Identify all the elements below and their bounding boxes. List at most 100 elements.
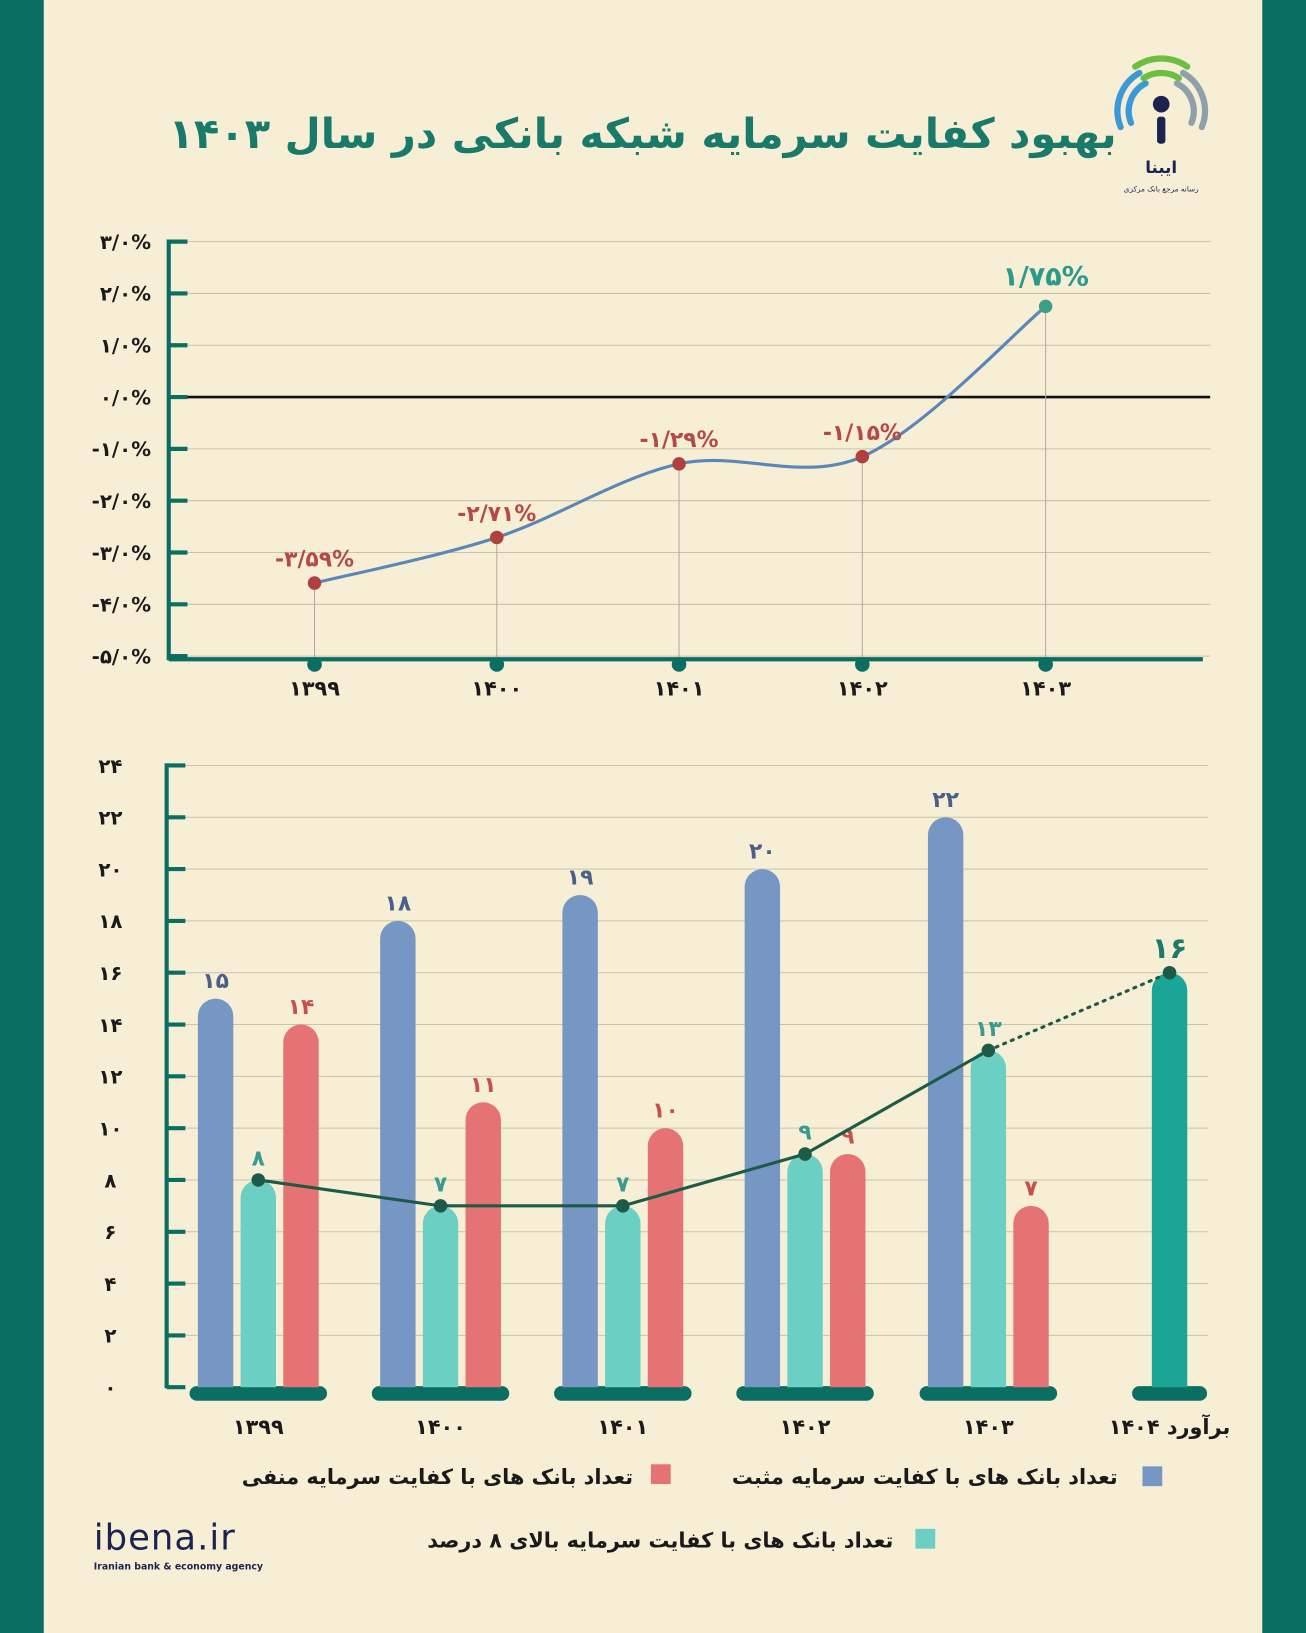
- data-point: [855, 449, 870, 464]
- trend-point: [1162, 965, 1177, 980]
- x-tick-label: برآورد ۱۴۰۴: [1109, 1414, 1231, 1439]
- data-label: ۷: [1024, 1176, 1038, 1201]
- x-axis-segment: [736, 1386, 874, 1401]
- data-label: ۷: [434, 1172, 448, 1197]
- data-label: -۳/۵۹%: [275, 547, 354, 572]
- x-tick-label: ۱۴۰۲: [780, 1415, 831, 1439]
- legend-swatch-negative: [650, 1464, 671, 1485]
- signal-icon: [1114, 55, 1209, 131]
- brand-tagline: Iranian bank & economy agency: [94, 1561, 263, 1572]
- y-tick-label: -۴/۰%: [92, 594, 152, 617]
- x-tick-label: ۱۴۰۲: [837, 677, 888, 701]
- data-label: ۷: [616, 1172, 630, 1197]
- trend-line-projection: [986, 971, 1172, 1052]
- data-point: [672, 457, 686, 471]
- data-label: ۲۲: [932, 788, 959, 813]
- x-tick-label: ۱۴۰۳: [963, 1415, 1014, 1439]
- y-tick-label: ۰: [104, 1377, 116, 1400]
- logo: ایبنا رسانه مرجع بانک مرکزی: [1114, 55, 1209, 194]
- y-tick-label: -۲/۰%: [92, 490, 152, 513]
- bar-above8: [787, 1154, 823, 1388]
- trend-point: [433, 1199, 448, 1213]
- logo-subtitle: رسانه مرجع بانک مرکزی: [1124, 185, 1199, 194]
- bar-above8: [970, 1050, 1007, 1388]
- bar-chart-bank-counts: ۰۲۴۶۸۱۰۱۲۱۴۱۶۱۸۲۰۲۲۲۴۱۳۹۹۱۵۸۱۴۱۴۰۰۱۸۷۱۱۱…: [98, 755, 1230, 1439]
- data-label: -۱/۱۵%: [823, 421, 902, 446]
- bar-positive: [744, 869, 781, 1388]
- legend-label-above8: تعداد بانک های با کفایت سرمایه بالای ۸ د…: [427, 1529, 893, 1553]
- x-axis-segment: [554, 1386, 692, 1401]
- x-tick-label: ۱۴۰۰: [471, 677, 522, 701]
- bar-negative: [647, 1128, 684, 1388]
- data-label: ۱۱: [470, 1073, 497, 1098]
- data-label: ۱۳: [975, 1017, 1002, 1042]
- y-tick-label: ۱۶: [98, 962, 122, 985]
- y-tick-label: ۰/۰%: [100, 386, 151, 409]
- y-tick-label: ۱۸: [98, 910, 122, 933]
- x-tick-label: ۱۳۹۹: [233, 1415, 284, 1439]
- y-tick-label: ۳/۰%: [100, 231, 151, 254]
- data-label: ۸: [252, 1146, 266, 1171]
- y-tick-label: ۲۲: [98, 807, 122, 830]
- x-tick-dot: [1038, 657, 1053, 672]
- trend-point: [981, 1043, 996, 1058]
- data-point: [490, 530, 504, 545]
- y-tick-label: ۱۲: [98, 1066, 122, 1089]
- bar-negative: [830, 1154, 866, 1388]
- bar-negative: [465, 1102, 501, 1388]
- data-label: ۹: [798, 1120, 811, 1145]
- y-tick-label: -۳/۰%: [92, 542, 152, 565]
- bar-above8: [422, 1205, 459, 1388]
- y-tick-label: ۶: [104, 1221, 116, 1244]
- brand-name: ibena.ir: [94, 1518, 236, 1559]
- data-label: -۲/۷۱%: [457, 502, 536, 527]
- y-tick-label: ۱۰: [98, 1117, 122, 1140]
- bar-positive: [197, 998, 234, 1388]
- line-chart-capital-adequacy: ۳/۰% ۲/۰% ۱/۰% ۰/۰% -۱/۰% -۲/۰% -۳/۰% -۴/۰% -۵/۰…: [92, 231, 1211, 701]
- y-tick-label: ۴: [104, 1273, 116, 1296]
- trend-point: [798, 1147, 812, 1161]
- x-tick-label: ۱۴۰۱: [597, 1415, 648, 1439]
- legend-label-positive: تعداد بانک های با کفایت سرمایه مثبت: [732, 1465, 1118, 1489]
- legend-swatch-positive: [1142, 1466, 1163, 1487]
- x-tick-dot: [489, 657, 505, 672]
- y-tick-label: ۸: [104, 1169, 116, 1192]
- y-tick-label: ۱۴: [98, 1014, 122, 1037]
- trend-point: [251, 1173, 266, 1187]
- data-label: ۱۸: [385, 891, 412, 916]
- x-tick-dot: [855, 657, 870, 672]
- y-tick-label: -۵/۰%: [92, 645, 152, 668]
- x-tick-dot: [671, 657, 687, 672]
- x-axis-segment: [919, 1386, 1058, 1401]
- x-tick-label: ۱۳۹۹: [289, 677, 340, 701]
- bar-negative: [1013, 1205, 1049, 1388]
- data-label: ۱۰: [652, 1099, 679, 1124]
- data-point: [307, 576, 322, 590]
- bar-above8: [605, 1205, 641, 1388]
- legend-label-negative: تعداد بانک های با کفایت سرمایه منفی: [242, 1465, 633, 1489]
- x-tick-label: ۱۴۰۱: [654, 677, 705, 701]
- y-tick-label: ۲۴: [98, 755, 122, 778]
- data-label: ۲۰: [749, 840, 776, 865]
- page-title: بهبود کفایت سرمایه شبکه بانکی در سال ۱۴۰…: [168, 109, 1116, 159]
- footer-brand: ibena.ir Iranian bank & economy agency: [94, 1518, 263, 1573]
- y-tick-label: -۱/۰%: [92, 438, 152, 461]
- data-label: ۱۹: [567, 866, 594, 891]
- y-tick-label: ۲/۰%: [100, 283, 151, 306]
- data-label: ۱۵: [202, 969, 229, 994]
- data-label: ۱۴: [288, 995, 315, 1020]
- x-axis-segment: [189, 1386, 328, 1401]
- data-label: ۱۶: [1152, 931, 1188, 965]
- data-label: ۱/۷۵%: [1002, 262, 1089, 293]
- legend-swatch-above8: [915, 1528, 936, 1549]
- legend: تعداد بانک های با کفایت سرمایه مثبت تعدا…: [242, 1464, 1163, 1553]
- y-tick-label: ۲۰: [98, 858, 122, 881]
- x-axis-segment: [371, 1386, 510, 1401]
- bar-positive: [562, 894, 598, 1388]
- y-tick-label: ۱/۰%: [100, 335, 151, 358]
- y-tick-label: ۲: [104, 1325, 116, 1348]
- trend-point: [616, 1199, 630, 1213]
- x-tick-label: ۱۴۰۰: [415, 1415, 466, 1439]
- data-label: -۱/۲۹%: [640, 428, 719, 453]
